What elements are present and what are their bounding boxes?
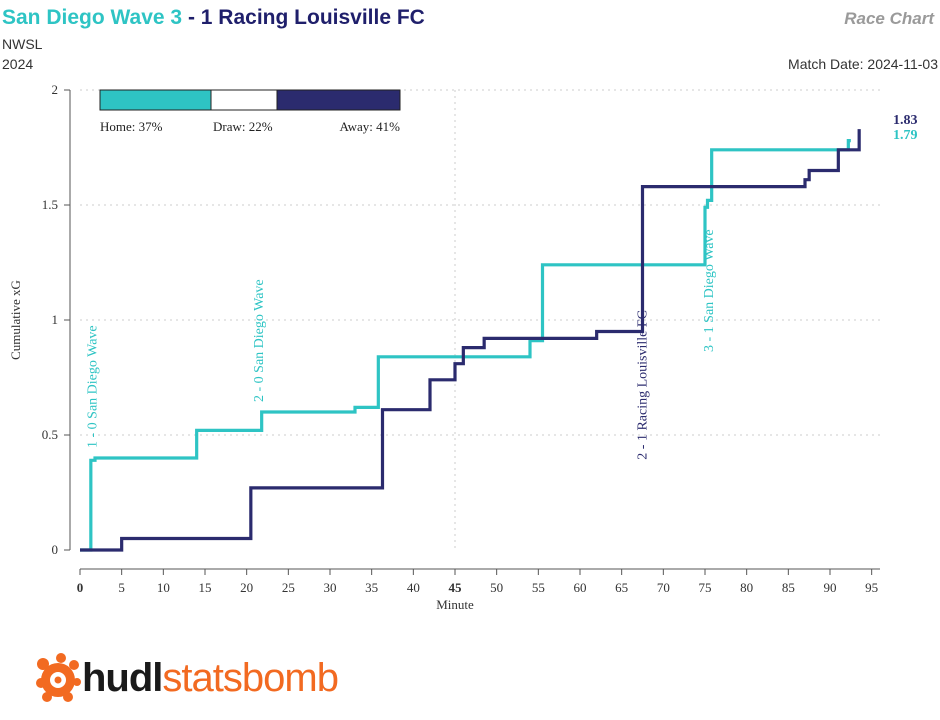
logo-wordmark: hudlstatsbomb xyxy=(82,656,339,700)
win-prob-away-label: Away: 41% xyxy=(339,119,400,134)
x-tick-label: 90 xyxy=(824,580,837,595)
gridlines xyxy=(80,89,880,550)
x-tick-label: 55 xyxy=(532,580,545,595)
x-tick-label: 50 xyxy=(490,580,503,595)
match-title: San Diego Wave 3 - 1 Racing Louisville F… xyxy=(2,6,425,30)
x-tick-label: 35 xyxy=(365,580,378,595)
x-tick-label: 70 xyxy=(657,580,670,595)
goal-annotation: 2 - 0 San Diego Wave xyxy=(252,279,267,402)
x-tick-label: 15 xyxy=(199,580,212,595)
hudl-statsbomb-logo: hudlstatsbomb xyxy=(34,652,339,704)
x-tick-label: 85 xyxy=(782,580,795,595)
series-lines: 1.791.83 xyxy=(80,113,918,552)
away-xg-line xyxy=(80,129,861,552)
score-separator: - xyxy=(182,6,201,29)
win-probability-bar: Home: 37% Draw: 22% Away: 41% xyxy=(99,89,401,134)
season-label: 2024 xyxy=(2,56,34,72)
goal-annotation: 1 - 0 San Diego Wave xyxy=(86,325,101,448)
y-tick-label: 1.5 xyxy=(42,197,58,212)
y-tick-label: 1 xyxy=(52,312,59,327)
x-tick-label: 10 xyxy=(157,580,170,595)
goal-annotations: 1 - 0 San Diego Wave 2 - 0 San Diego Wave… xyxy=(86,229,718,459)
y-axis-label: Cumulative xG xyxy=(8,280,23,360)
away-team-score: 1 Racing Louisville FC xyxy=(200,6,425,29)
x-tick-label: 95 xyxy=(865,580,878,595)
chart-name: Race Chart xyxy=(844,9,934,28)
x-tick-label: 75 xyxy=(699,580,712,595)
x-tick-label: 20 xyxy=(240,580,253,595)
home-final-xg-label: 1.79 xyxy=(893,128,918,143)
x-tick-label: 0 xyxy=(77,580,84,595)
y-tick-label: 0.5 xyxy=(42,427,58,442)
win-prob-draw-label: Draw: 22% xyxy=(213,119,273,134)
home-xg-line xyxy=(80,139,851,552)
win-prob-home xyxy=(99,89,212,111)
x-tick-label: 25 xyxy=(282,580,295,595)
y-tick-label: 2 xyxy=(52,82,59,97)
logo-statsbomb: statsbomb xyxy=(162,656,339,700)
x-tick-label: 5 xyxy=(118,580,125,595)
goal-annotation: 2 - 1 Racing Louisville FC xyxy=(636,310,651,460)
logo-hudl: hudl xyxy=(82,656,163,700)
x-tick-label: 65 xyxy=(615,580,628,595)
x-tick-label: 60 xyxy=(574,580,587,595)
race-chart: 0 0.5 1 1.5 2 Cumulative xG 0 5 10 15 20 25 30 35 40 45… xyxy=(8,82,918,612)
x-tick-label: 40 xyxy=(407,580,420,595)
x-tick-label: 80 xyxy=(740,580,753,595)
home-team-score: San Diego Wave 3 xyxy=(2,6,183,29)
x-tick-label: 30 xyxy=(324,580,337,595)
goal-annotation: 3 - 1 San Diego Wave xyxy=(702,229,717,352)
win-prob-home-label: Home: 37% xyxy=(100,119,163,134)
win-prob-away xyxy=(276,89,401,111)
axes: 0 0.5 1 1.5 2 Cumulative xG 0 5 10 15 20 25 30 35 40 45… xyxy=(8,82,880,612)
y-tick-label: 0 xyxy=(52,542,59,557)
x-axis-label: Minute xyxy=(436,597,474,612)
x-tick-label: 45 xyxy=(449,580,463,595)
statsbomb-logo-icon xyxy=(36,653,81,702)
away-final-xg-label: 1.83 xyxy=(893,113,918,128)
win-prob-draw xyxy=(210,89,278,111)
match-date: Match Date: 2024-11-03 xyxy=(788,56,938,72)
competition-label: NWSL xyxy=(2,36,43,52)
